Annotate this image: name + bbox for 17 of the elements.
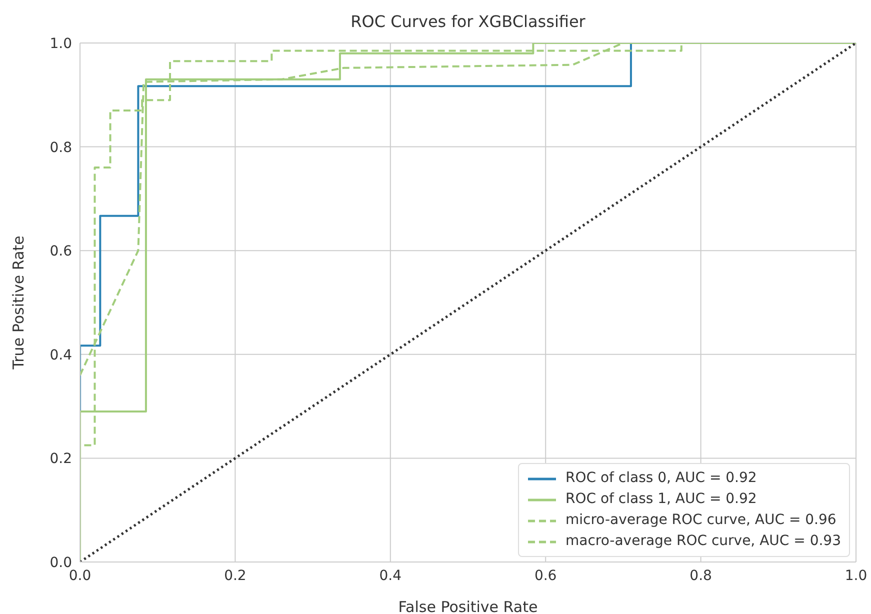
y-tick-label: 0.4	[50, 347, 72, 364]
x-tick-label: 0.6	[534, 568, 557, 584]
x-tick-label: 1.0	[844, 568, 868, 584]
y-tick-label: 0.8	[50, 140, 72, 156]
x-axis-title: False Positive Rate	[398, 598, 538, 614]
x-tick-label: 0.8	[690, 568, 712, 584]
legend-label: macro-average ROC curve, AUC = 0.93	[565, 532, 841, 551]
x-tick-label: 0.4	[379, 568, 402, 584]
y-axis-title: True Positive Rate	[9, 236, 28, 370]
y-tick-label: 0.2	[50, 451, 72, 468]
legend-label: ROC of class 1, AUC = 0.92	[565, 490, 757, 509]
legend-label: ROC of class 0, AUC = 0.92	[565, 469, 757, 488]
legend-label: micro-average ROC curve, AUC = 0.96	[565, 511, 836, 530]
x-tick-label: 0.2	[224, 568, 246, 584]
y-tick-label: 0.6	[50, 244, 72, 260]
y-tick-label: 1.0	[50, 36, 72, 52]
chart-title: ROC Curves for XGBClassifier	[350, 12, 586, 31]
